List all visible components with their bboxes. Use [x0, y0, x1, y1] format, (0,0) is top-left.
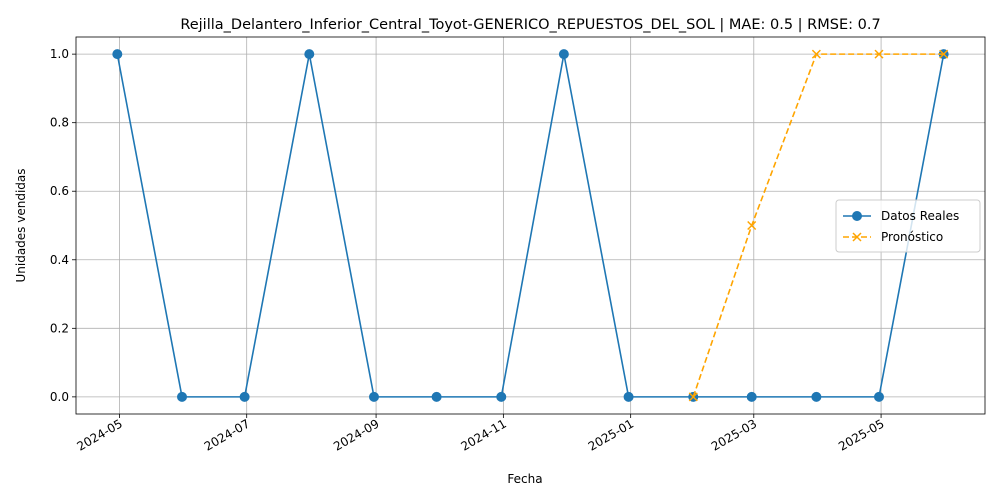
plot-area-frame [75, 36, 986, 415]
actual-data-point [431, 391, 442, 402]
forecast-data-point [688, 392, 698, 402]
forecast-series [688, 49, 949, 402]
series [112, 49, 949, 402]
actual-data-point [496, 391, 507, 402]
forecast-data-point [939, 49, 949, 59]
actual-data-point [623, 391, 634, 402]
y-axis-ticks: 0.0 0.2 0.4 0.6 0.8 1.0 [50, 47, 76, 404]
actual-data-point [746, 391, 757, 402]
actual-data-point [304, 49, 315, 60]
legend-forecast-marker [852, 232, 862, 242]
actual-data-point [558, 49, 569, 60]
actual-data-point [368, 391, 379, 402]
legend-actual-label: Datos Reales [881, 209, 959, 223]
forecast-data-point [874, 49, 884, 59]
legend-actual-marker [852, 211, 862, 221]
legend-box [835, 199, 981, 253]
y-tick-label: 0.0 [50, 390, 69, 404]
actual-series-line [116, 53, 945, 398]
actual-data-point [811, 391, 822, 402]
legend: Datos Reales Pronóstico [835, 199, 981, 253]
y-tick-label: 0.6 [50, 184, 69, 198]
chart-title: Rejilla_Delantero_Inferior_Central_Toyot… [180, 17, 880, 33]
actual-data-point [873, 391, 884, 402]
actual-data-point [112, 49, 123, 60]
forecast-data-point [747, 220, 757, 231]
legend-entries: Datos Reales Pronóstico [843, 209, 959, 244]
legend-forecast-label: Pronóstico [881, 230, 943, 244]
actual-data-point [177, 391, 188, 402]
y-tick-label: 0.4 [50, 253, 69, 267]
x-axis-label: Fecha [507, 472, 542, 486]
actual-data-point [239, 391, 250, 402]
y-tick-label: 0.8 [50, 116, 69, 130]
y-tick-label: 1.0 [50, 47, 69, 61]
y-tick-label: 0.2 [50, 321, 69, 335]
forecast-data-point [811, 49, 821, 59]
y-axis-label: Unidades vendidas [14, 168, 28, 282]
